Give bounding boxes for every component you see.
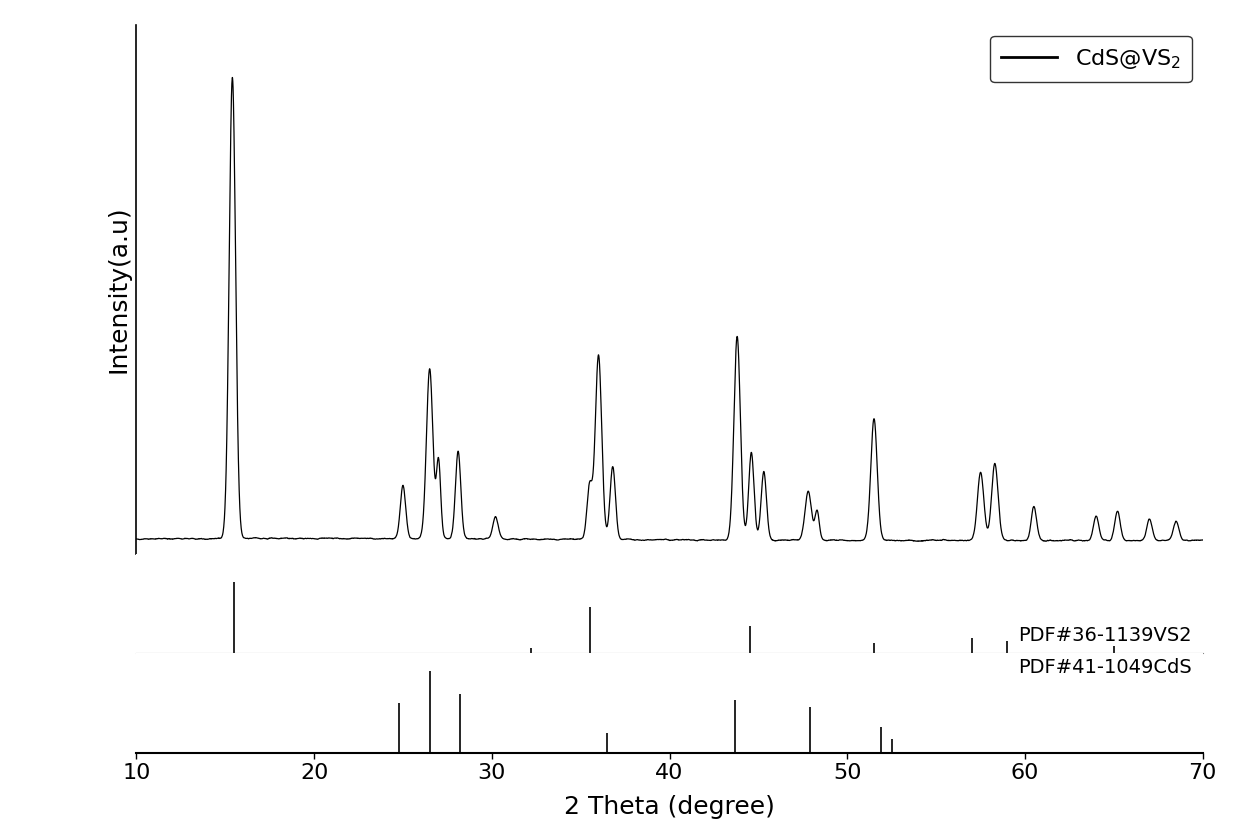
Text: PDF#41-1049CdS: PDF#41-1049CdS xyxy=(1018,658,1192,677)
Y-axis label: Intensity(a.u): Intensity(a.u) xyxy=(107,206,131,373)
Legend: CdS@VS$_2$: CdS@VS$_2$ xyxy=(991,36,1192,82)
Text: 2 Theta (degree): 2 Theta (degree) xyxy=(564,795,775,819)
Text: PDF#36-1139VS2: PDF#36-1139VS2 xyxy=(1018,626,1192,645)
